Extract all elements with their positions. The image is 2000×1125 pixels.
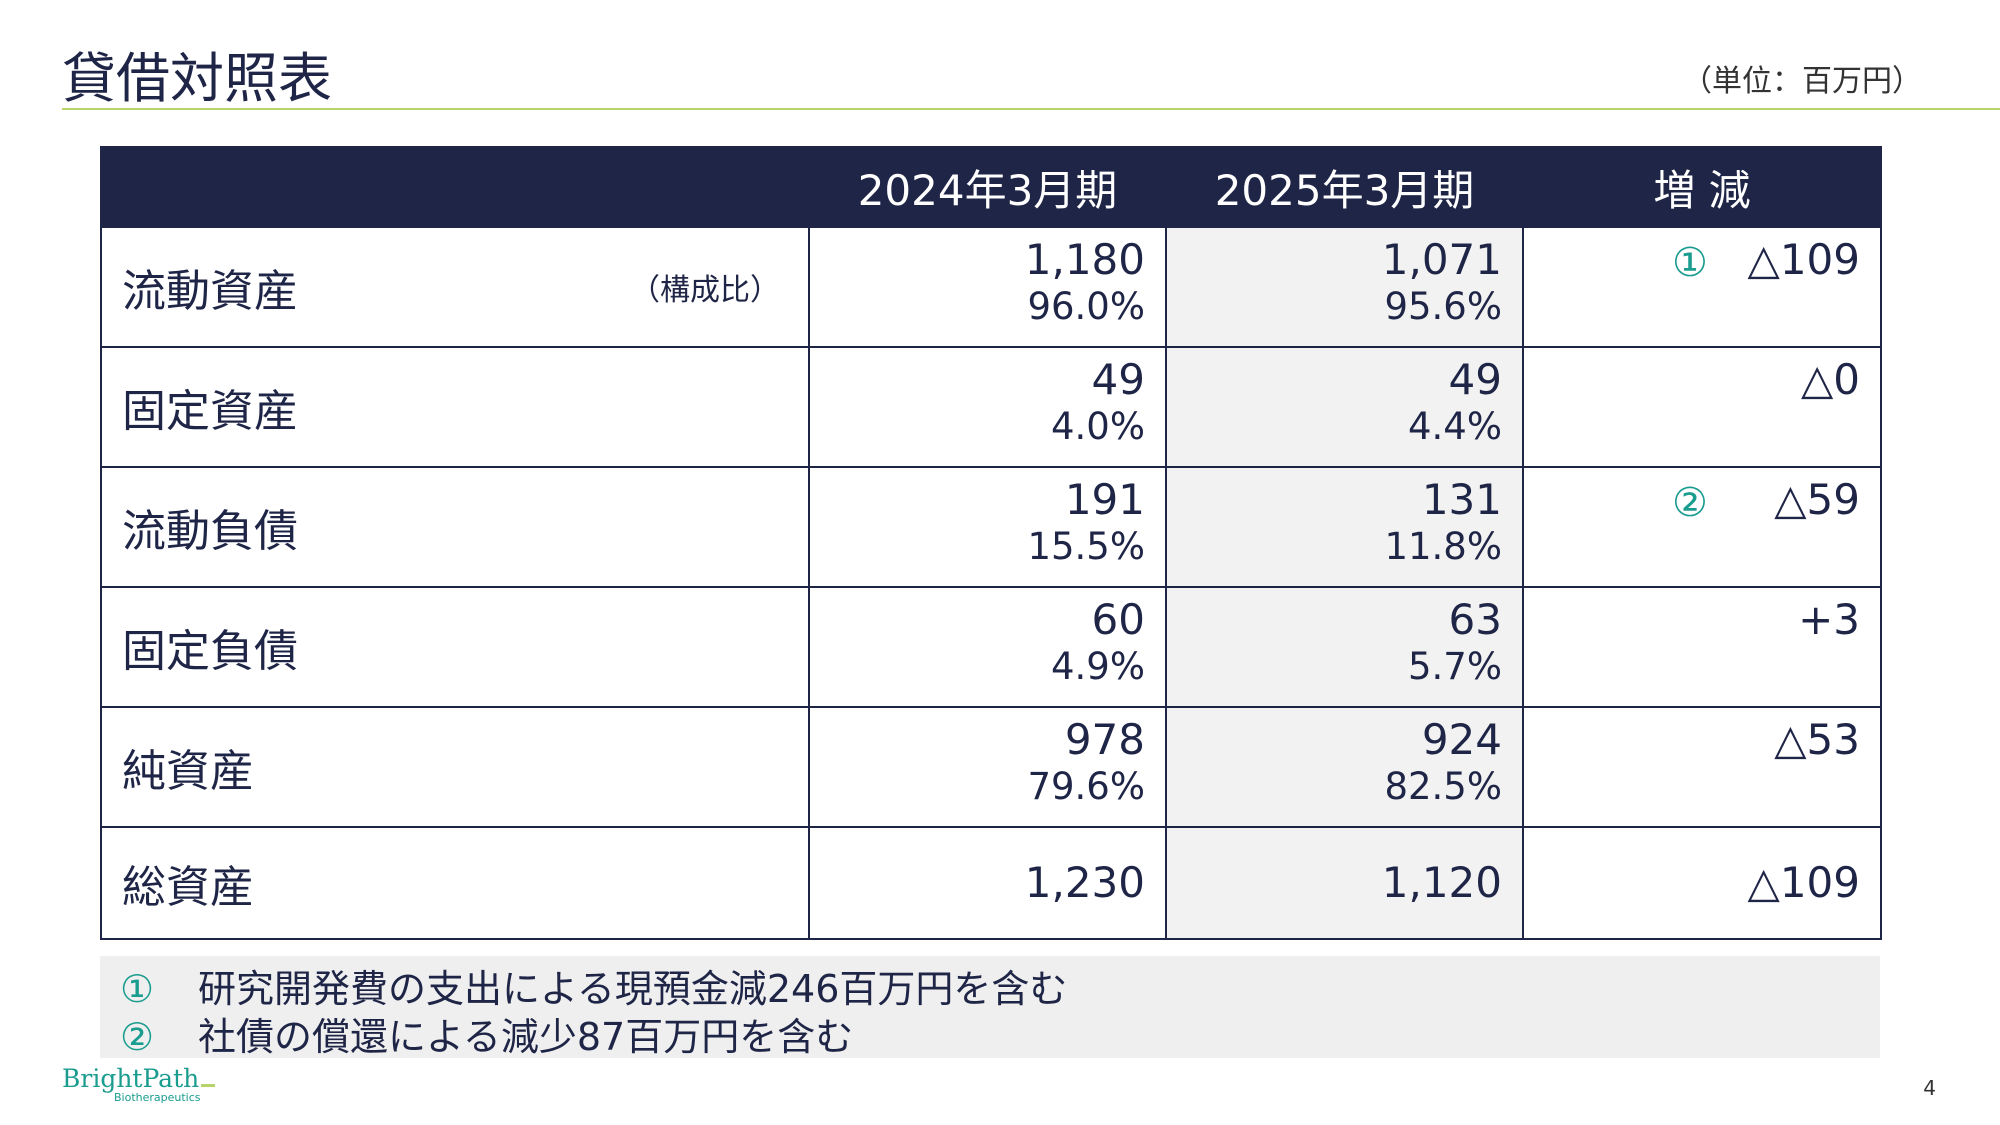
- page-number: 4: [1923, 1076, 1936, 1100]
- footnote: ① 研究開発費の支出による現預金減246百万円を含む: [120, 958, 1067, 1013]
- footnotes-box: ① 研究開発費の支出による現預金減246百万円を含む ② 社債の償還による減少87百…: [100, 956, 1880, 1061]
- ratio-2024: 15.5%: [1027, 525, 1145, 568]
- ratio-2024: 4.0%: [1051, 405, 1145, 448]
- logo-wordmark: BrightPath: [62, 1064, 200, 1093]
- header-fy2024: 2024年3月期: [808, 146, 1167, 228]
- header-fy2025: 2025年3月期: [1165, 146, 1524, 228]
- table-row: 純資産 978 79.6% 924 82.5% △53: [100, 706, 1882, 828]
- value-2025: 1,071: [1381, 235, 1502, 284]
- row-label: 流動負債: [122, 506, 298, 557]
- footnote-marker: ②: [120, 1015, 155, 1059]
- value-2024: 49: [1091, 355, 1145, 404]
- value-2025: 63: [1448, 595, 1502, 644]
- ratio-2024: 96.0%: [1027, 285, 1145, 328]
- footnote-text: 社債の償還による減少87百万円を含む: [198, 1015, 854, 1059]
- footnote-marker: ①: [120, 967, 155, 1011]
- row-label: 固定負債: [122, 626, 298, 677]
- table-row: 固定資産 49 4.0% 49 4.4% △0: [100, 346, 1882, 468]
- change-value: △59: [1774, 475, 1860, 524]
- footnote: ② 社債の償還による減少87百万円を含む: [120, 1006, 853, 1061]
- value-2025: 49: [1448, 355, 1502, 404]
- ratio-2025: 4.4%: [1408, 405, 1502, 448]
- logo-tagline: Biotherapeutics: [114, 1091, 201, 1104]
- change-value: △53: [1774, 715, 1860, 764]
- note-marker: ①: [1672, 240, 1708, 286]
- table-row: 流動資産 （構成比） 1,180 96.0% 1,071 95.6% ① △10…: [100, 226, 1882, 348]
- footnote-text: 研究開発費の支出による現預金減246百万円を含む: [198, 967, 1068, 1011]
- value-2024: 1,230: [1024, 858, 1145, 907]
- composition-ratio-label: （構成比）: [630, 273, 780, 308]
- company-logo: BrightPath Biotherapeutics: [62, 1064, 216, 1104]
- ratio-2024: 79.6%: [1027, 765, 1145, 808]
- row-label: 純資産: [122, 746, 254, 797]
- ratio-2025: 11.8%: [1384, 525, 1502, 568]
- row-label: 流動資産: [122, 266, 298, 317]
- value-2024: 191: [1064, 475, 1145, 524]
- value-2025: 924: [1421, 715, 1502, 764]
- table-row: 固定負債 60 4.9% 63 5.7% +3: [100, 586, 1882, 708]
- table-row: 流動負債 191 15.5% 131 11.8% ② △59: [100, 466, 1882, 588]
- note-marker: ②: [1672, 480, 1708, 526]
- ratio-2025: 5.7%: [1408, 645, 1502, 688]
- table-row-total: 総資産 1,230 1,120 △109: [100, 826, 1882, 940]
- table-header-row: 2024年3月期 2025年3月期 増 減: [100, 146, 1882, 228]
- unit-note: （単位：百万円）: [1682, 64, 1922, 99]
- change-value: △0: [1800, 355, 1860, 404]
- header-change: 増 減: [1522, 146, 1882, 228]
- header-label: [100, 146, 810, 228]
- balance-sheet-table: 2024年3月期 2025年3月期 増 減 流動資産 （構成比） 1,180 9…: [100, 146, 1882, 940]
- value-2024: 1,180: [1024, 235, 1145, 284]
- value-2024: 978: [1064, 715, 1145, 764]
- ratio-2025: 95.6%: [1384, 285, 1502, 328]
- change-value: △109: [1747, 858, 1860, 907]
- value-2024: 60: [1091, 595, 1145, 644]
- value-2025: 1,120: [1381, 858, 1502, 907]
- page-title: 貸借対照表: [62, 47, 332, 110]
- logo-accent-bar: [201, 1084, 216, 1087]
- ratio-2025: 82.5%: [1384, 765, 1502, 808]
- change-value: +3: [1798, 595, 1860, 644]
- row-label: 総資産: [122, 862, 254, 913]
- ratio-2024: 4.9%: [1051, 645, 1145, 688]
- row-label: 固定資産: [122, 386, 298, 437]
- change-value: △109: [1747, 235, 1860, 284]
- value-2025: 131: [1421, 475, 1502, 524]
- title-divider: [62, 108, 2000, 110]
